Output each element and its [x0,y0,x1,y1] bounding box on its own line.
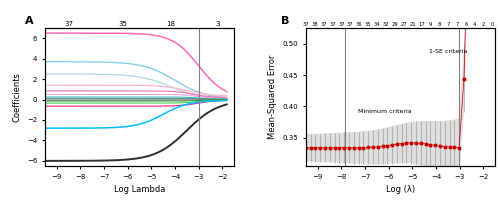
Point [336,146,344,149]
Point [340,146,348,149]
Point [354,146,362,149]
Point [330,146,338,149]
Point [326,146,334,149]
Point [306,146,314,149]
Point [388,143,396,147]
Point [417,142,425,145]
Point [402,141,410,145]
Point [426,143,434,146]
Point [378,145,386,148]
Text: B: B [281,16,289,26]
Point [407,141,415,144]
Point [450,146,458,149]
Point [374,145,382,148]
Point [446,145,454,149]
Point [431,144,439,147]
Point [412,141,420,144]
Point [393,143,401,146]
Point [460,78,468,81]
X-axis label: Log (λ): Log (λ) [386,185,415,194]
X-axis label: Log Lambda: Log Lambda [114,185,165,194]
Point [312,146,320,149]
Point [369,146,377,149]
Text: Minimum criteria: Minimum criteria [358,109,412,114]
Point [436,144,444,148]
Point [316,146,324,149]
Point [350,146,358,149]
Point [398,142,406,145]
Point [302,146,310,149]
Point [364,146,372,149]
Text: A: A [25,16,34,26]
Y-axis label: Mean-Squared Error: Mean-Squared Error [268,55,277,139]
Point [384,144,392,147]
Y-axis label: Coefficients: Coefficients [12,72,22,122]
Text: 1-SE criteria: 1-SE criteria [429,49,467,54]
Point [360,146,368,149]
Point [321,146,329,149]
Point [441,145,449,148]
Point [455,146,463,149]
Point [345,146,353,149]
Point [422,142,430,145]
